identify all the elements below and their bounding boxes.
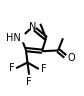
Text: F: F <box>26 77 32 87</box>
Text: F: F <box>9 63 14 73</box>
Text: HN: HN <box>6 33 21 43</box>
Text: O: O <box>68 53 75 63</box>
Text: F: F <box>41 64 46 74</box>
Text: N: N <box>29 22 36 32</box>
